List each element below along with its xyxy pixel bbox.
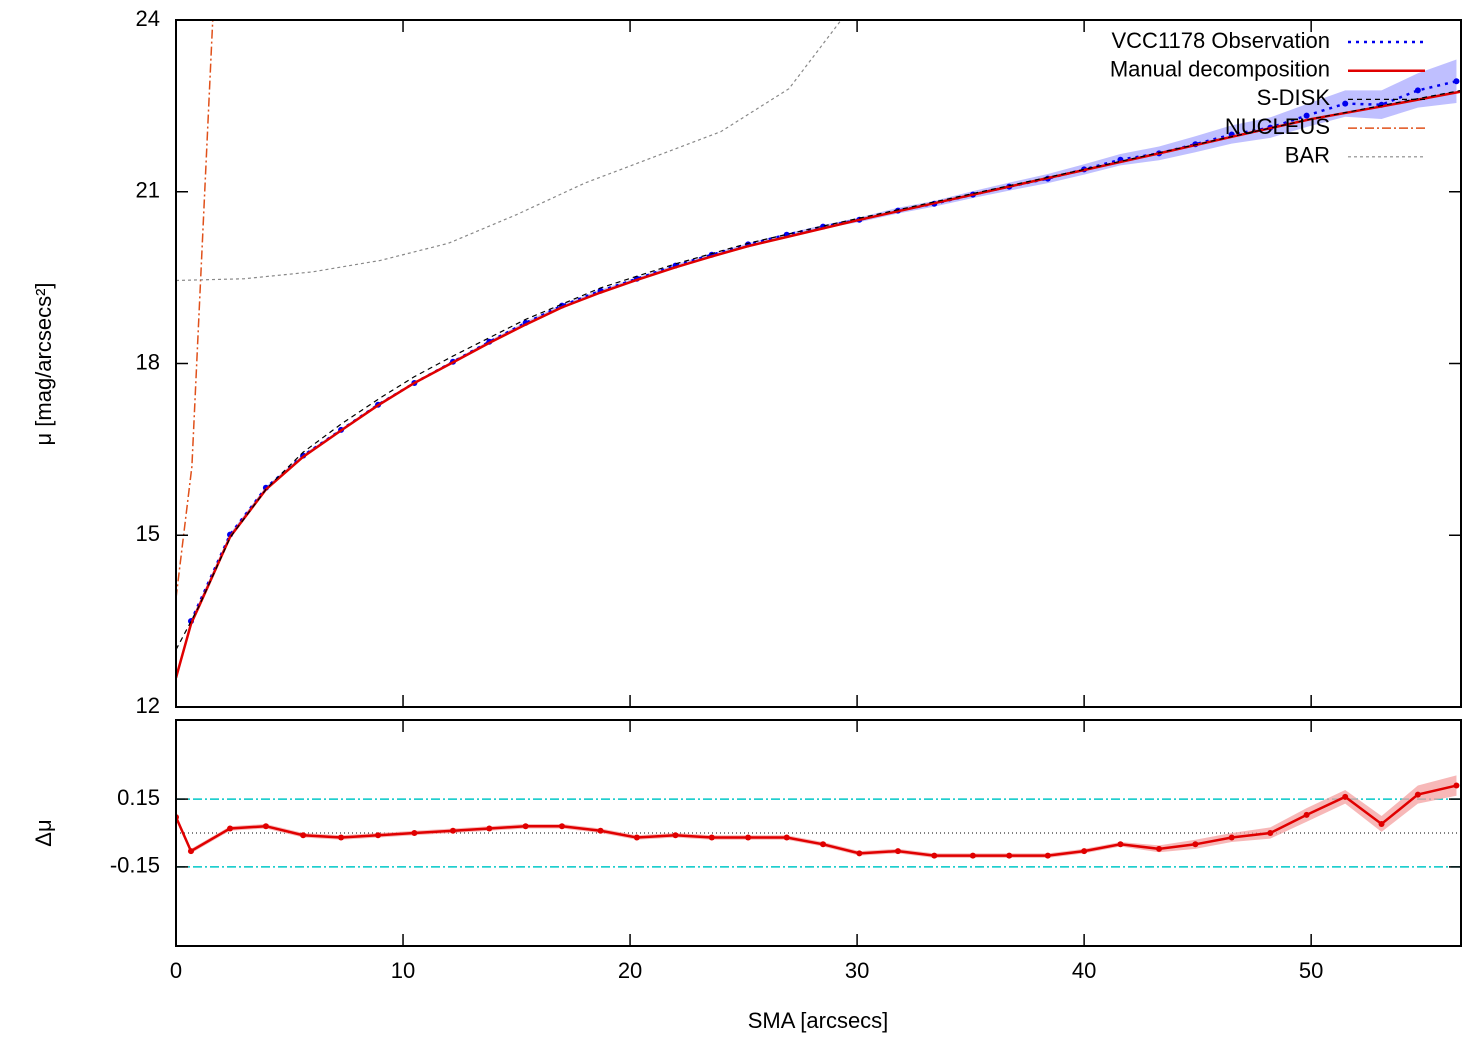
data-point <box>1414 87 1421 94</box>
data-point <box>1342 793 1349 800</box>
error-band <box>176 775 1457 858</box>
y-tick-label: 24 <box>136 6 160 31</box>
x-tick-label: 20 <box>618 958 642 983</box>
data-point <box>894 848 901 855</box>
data-point <box>597 827 604 834</box>
y-axis-label: μ [mag/arcsecs²] <box>31 282 56 445</box>
data-point <box>969 852 976 859</box>
y-tick-label: 12 <box>136 693 160 718</box>
series-line <box>176 90 1461 679</box>
data-point <box>745 834 752 841</box>
x-tick-label: 0 <box>170 958 182 983</box>
error-band <box>190 59 1457 623</box>
y-tick-label: 15 <box>136 521 160 546</box>
data-point <box>708 834 715 841</box>
x-tick-label: 10 <box>391 958 415 983</box>
data-point <box>375 832 382 839</box>
x-tick-label: 30 <box>845 958 869 983</box>
data-point <box>1228 834 1235 841</box>
data-point <box>558 823 565 830</box>
data-point <box>187 848 194 855</box>
data-point <box>633 834 640 841</box>
data-point <box>1378 820 1385 827</box>
data-point <box>1006 852 1013 859</box>
data-point <box>783 834 790 841</box>
data-point <box>1267 830 1274 836</box>
y-tick-label: 21 <box>136 178 160 203</box>
data-point <box>449 827 456 834</box>
data-point <box>1156 845 1163 852</box>
data-point <box>820 841 827 848</box>
data-point <box>1117 841 1124 848</box>
data-point <box>672 832 679 839</box>
x-tick-label: 40 <box>1072 958 1096 983</box>
y-tick-label: -0.15 <box>110 853 160 878</box>
data-point <box>1081 848 1088 855</box>
data-point <box>411 830 418 836</box>
data-point <box>1342 100 1349 107</box>
series-line <box>176 784 1457 857</box>
data-point <box>262 823 269 830</box>
data-point <box>856 850 863 857</box>
plot-area <box>176 20 1461 679</box>
legend-label: NUCLEUS <box>1225 114 1330 139</box>
series-line <box>189 80 1457 622</box>
x-tick-label: 50 <box>1299 958 1323 983</box>
data-point <box>300 832 307 839</box>
data-point <box>1414 791 1421 798</box>
legend-label: S-DISK <box>1257 85 1331 110</box>
x-axis-label: SMA [arcsecs] <box>748 1008 889 1033</box>
series-line <box>176 20 843 282</box>
plot-frame <box>175 19 1462 708</box>
data-point <box>1453 78 1460 85</box>
legend-label: BAR <box>1285 143 1330 168</box>
series-line <box>176 89 1461 651</box>
data-point <box>1303 811 1310 818</box>
y-tick-label: 0.15 <box>117 785 160 810</box>
data-point <box>1044 852 1051 859</box>
legend-label: VCC1178 Observation <box>1112 28 1331 53</box>
legend-label: Manual decomposition <box>1110 57 1330 82</box>
data-point <box>227 825 234 832</box>
data-point <box>1453 782 1460 789</box>
data-point <box>486 825 493 832</box>
plot-frame <box>175 719 1462 947</box>
data-point <box>1192 841 1199 848</box>
y-axis-label: Δμ <box>31 819 56 846</box>
data-point <box>522 823 529 830</box>
data-point <box>1303 112 1310 119</box>
plot-area <box>176 775 1461 868</box>
series-line <box>176 20 214 599</box>
data-point <box>338 834 345 841</box>
data-point <box>931 852 938 859</box>
y-tick-label: 18 <box>136 349 160 374</box>
